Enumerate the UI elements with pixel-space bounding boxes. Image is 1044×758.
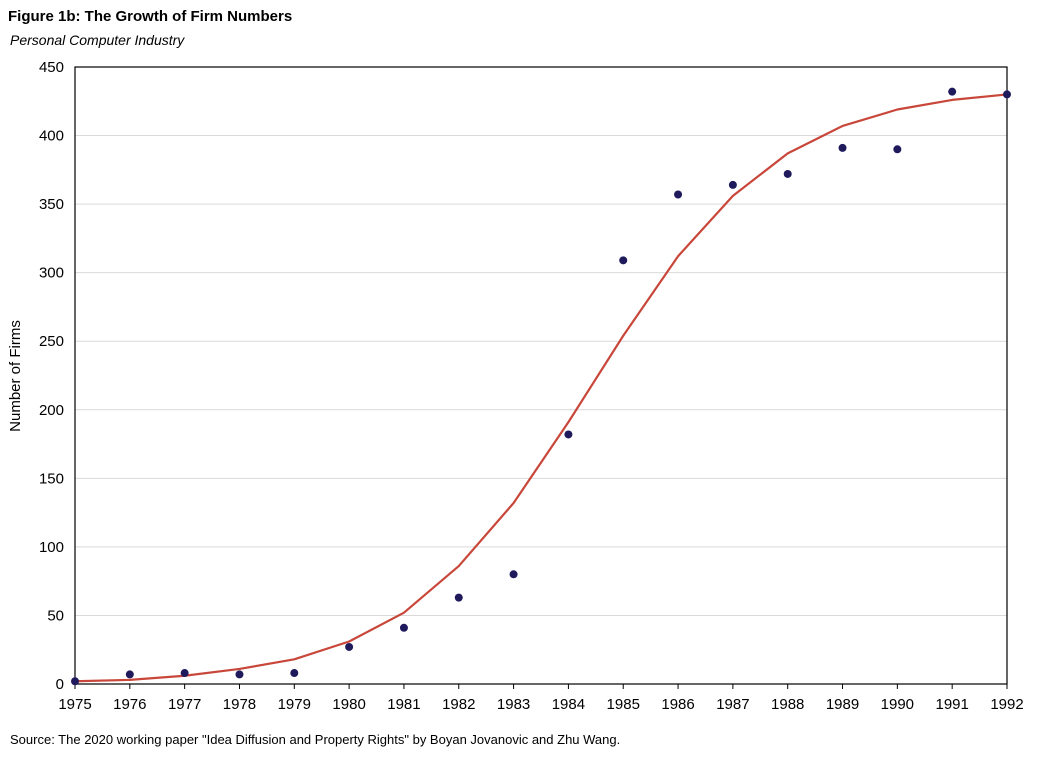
data-point <box>454 593 463 602</box>
x-tick-label: 1987 <box>716 696 749 713</box>
chart-subtitle: Personal Computer Industry <box>10 32 185 48</box>
data-point <box>235 670 244 679</box>
x-tick-label: 1984 <box>552 696 585 713</box>
x-tick-label: 1978 <box>223 696 256 713</box>
data-point <box>783 169 792 178</box>
y-tick-label: 250 <box>39 333 64 350</box>
x-tick-label: 1975 <box>58 696 91 713</box>
fitted-curve <box>74 93 1008 683</box>
y-axis-label: Number of Firms <box>7 320 24 432</box>
y-tick-label: 0 <box>56 676 64 693</box>
x-tick-label: 1981 <box>387 696 420 713</box>
data-point <box>345 642 354 651</box>
x-tick-label: 1989 <box>826 696 859 713</box>
data-point <box>71 677 79 686</box>
data-point <box>893 145 902 154</box>
x-tick-label: 1986 <box>661 696 694 713</box>
data-point <box>290 669 299 678</box>
x-tick-label: 1990 <box>881 696 914 713</box>
data-point <box>509 570 518 579</box>
data-point <box>728 180 737 189</box>
data-point <box>180 669 189 678</box>
x-tick-label: 1983 <box>497 696 530 713</box>
y-tick-label: 450 <box>39 59 64 76</box>
y-tick-label: 350 <box>39 196 64 213</box>
x-tick-label: 1985 <box>607 696 640 713</box>
x-tick-label: 1979 <box>278 696 311 713</box>
x-tick-label: 1977 <box>168 696 201 713</box>
x-tick-label: 1988 <box>771 696 804 713</box>
y-tick-label: 150 <box>39 470 64 487</box>
x-tick-label: 1991 <box>935 696 968 713</box>
y-tick-label: 200 <box>39 402 64 419</box>
data-point <box>619 256 628 265</box>
x-tick-label: 1980 <box>332 696 365 713</box>
data-point <box>564 430 573 439</box>
y-tick-label: 50 <box>47 607 64 624</box>
data-point <box>948 87 957 96</box>
plot-frame <box>74 66 1008 685</box>
source-note: Source: The 2020 working paper "Idea Dif… <box>10 732 621 747</box>
data-point <box>838 143 847 152</box>
x-tick-label: 1982 <box>442 696 475 713</box>
x-tick-label: 1976 <box>113 696 146 713</box>
data-point <box>674 190 683 199</box>
x-tick-label: 1992 <box>990 696 1023 713</box>
y-tick-label: 300 <box>39 265 64 282</box>
data-point <box>125 670 134 679</box>
data-point <box>1003 90 1011 99</box>
chart-title: Figure 1b: The Growth of Firm Numbers <box>8 8 293 25</box>
y-tick-label: 100 <box>39 539 64 556</box>
data-point <box>399 623 408 632</box>
y-tick-label: 400 <box>39 128 64 145</box>
